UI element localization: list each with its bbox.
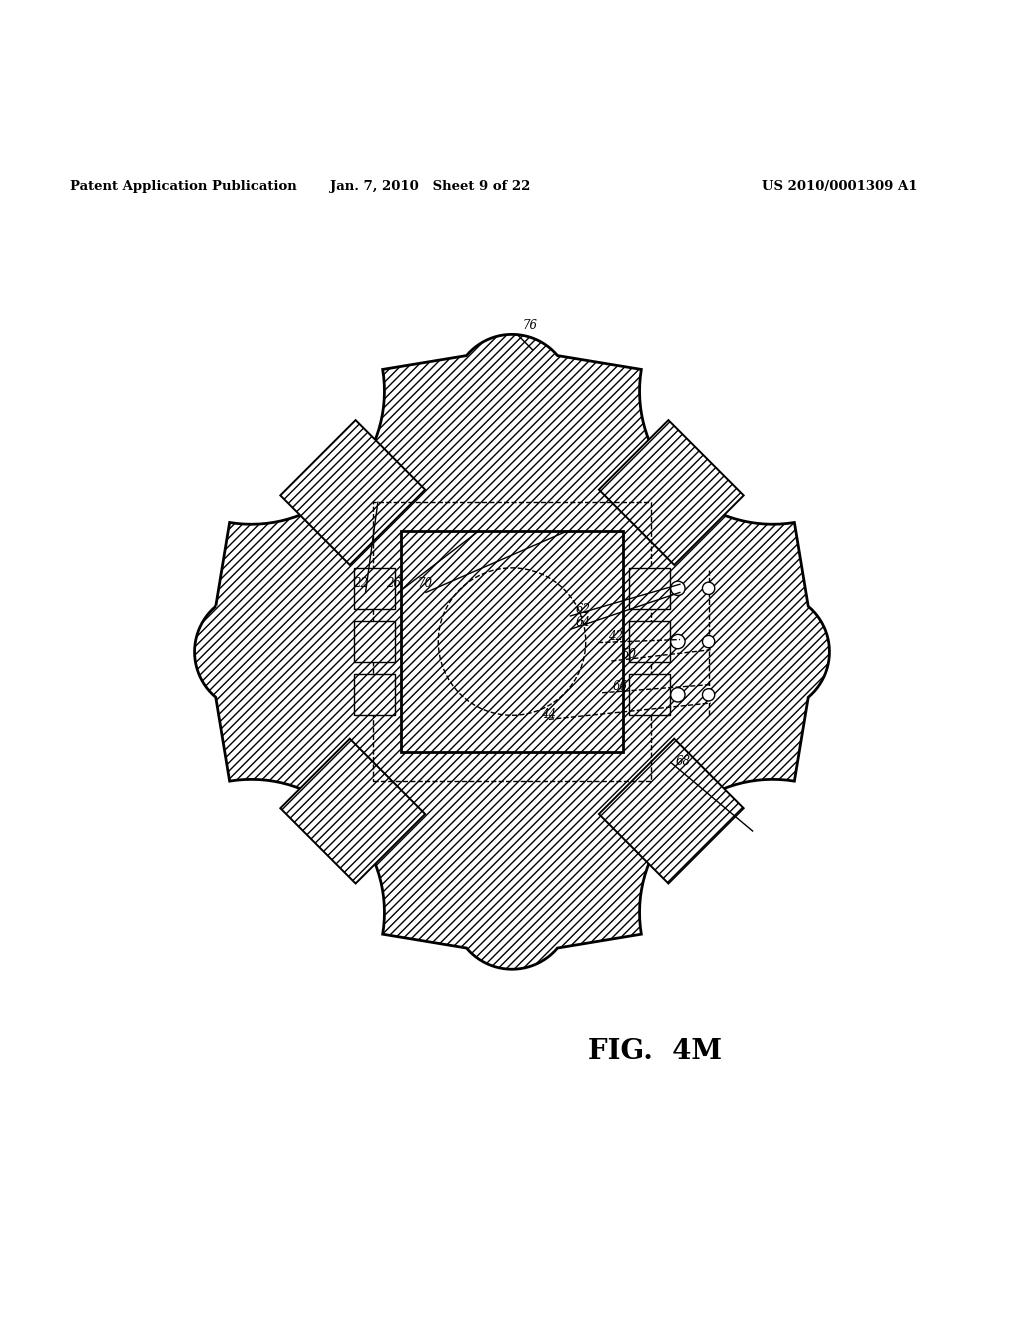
Polygon shape: [629, 622, 670, 663]
Text: FIG.  4M: FIG. 4M: [589, 1038, 722, 1065]
Polygon shape: [281, 420, 425, 565]
Circle shape: [671, 688, 685, 702]
Text: 66: 66: [612, 680, 628, 693]
Polygon shape: [354, 568, 395, 609]
Text: 64: 64: [575, 616, 591, 630]
Polygon shape: [354, 675, 395, 715]
Polygon shape: [629, 675, 670, 715]
Polygon shape: [599, 739, 743, 883]
Text: 42: 42: [608, 630, 624, 643]
Polygon shape: [195, 334, 829, 969]
Text: 44: 44: [541, 709, 556, 722]
Circle shape: [671, 581, 685, 595]
Text: 76: 76: [522, 319, 538, 333]
Circle shape: [702, 582, 715, 594]
Polygon shape: [401, 531, 623, 752]
Text: 62: 62: [575, 603, 591, 616]
Text: 70: 70: [418, 577, 433, 590]
Text: 22: 22: [353, 577, 369, 590]
Circle shape: [702, 689, 715, 701]
Polygon shape: [354, 622, 395, 663]
Circle shape: [671, 635, 685, 648]
Circle shape: [702, 635, 715, 648]
Polygon shape: [599, 420, 743, 565]
Text: US 2010/0001309 A1: US 2010/0001309 A1: [762, 181, 918, 194]
Bar: [373, 503, 651, 781]
Text: Patent Application Publication: Patent Application Publication: [70, 181, 296, 194]
Text: 50: 50: [622, 648, 637, 661]
Text: 26: 26: [386, 577, 401, 590]
Text: Jan. 7, 2010   Sheet 9 of 22: Jan. 7, 2010 Sheet 9 of 22: [330, 181, 530, 194]
Polygon shape: [281, 739, 425, 883]
Polygon shape: [629, 568, 670, 609]
Text: 68: 68: [676, 755, 691, 767]
